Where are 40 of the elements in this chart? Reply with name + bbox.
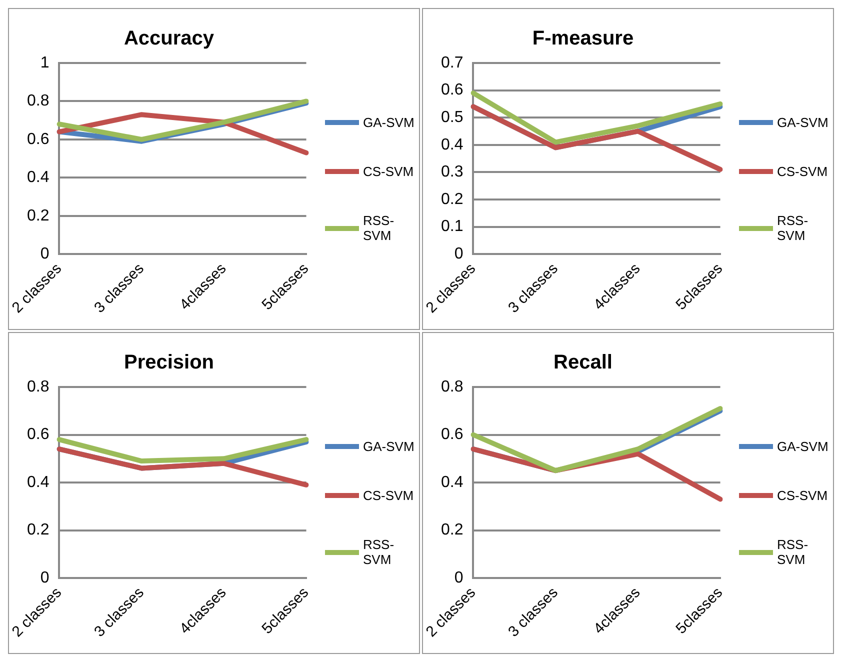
y-tick-label: 0.6 <box>440 426 464 444</box>
y-tick-label: 0.2 <box>26 522 50 539</box>
y-tick-label: 0 <box>40 569 50 586</box>
y-tick-label: 0.4 <box>440 136 464 154</box>
legend-label: RSS-SVM <box>363 213 396 243</box>
y-tick-label: 0.1 <box>440 218 464 236</box>
y-tick-label: 0.7 <box>440 54 464 72</box>
y-tick-label: 1 <box>40 54 50 72</box>
legend-label: GA-SVM <box>777 115 829 130</box>
y-tick-label: 0.8 <box>26 378 50 396</box>
chart-title: Recall <box>554 352 612 374</box>
legend-label: CS-SVM <box>777 488 829 503</box>
y-tick-label: 0.8 <box>440 378 464 396</box>
chart-title: F-measure <box>532 28 634 50</box>
y-tick-label: 0.3 <box>440 164 464 181</box>
legend-label: GA-SVM <box>777 439 829 454</box>
legend-label: CS-SVM <box>363 164 415 179</box>
y-tick-label: 0.2 <box>440 522 464 539</box>
y-tick-label: 0 <box>454 569 464 586</box>
legend-label: RSS-SVM <box>777 537 810 567</box>
y-tick-label: 0.6 <box>26 426 50 444</box>
y-tick-label: 0.2 <box>440 190 464 208</box>
y-tick-label: 0.2 <box>26 207 50 224</box>
legend-label: GA-SVM <box>363 439 415 454</box>
y-tick-label: 0.5 <box>440 108 464 126</box>
y-tick-label: 0.6 <box>26 130 50 148</box>
y-tick-label: 0 <box>454 245 464 262</box>
legend-label: RSS-SVM <box>777 213 810 243</box>
y-tick-label: 0.6 <box>440 82 464 99</box>
y-tick-label: 0.8 <box>26 92 50 110</box>
y-tick-label: 0.4 <box>26 169 50 186</box>
y-tick-label: 0.4 <box>440 474 464 491</box>
legend-label: CS-SVM <box>777 164 829 179</box>
legend-label: CS-SVM <box>363 488 415 503</box>
legend-label: GA-SVM <box>363 115 415 130</box>
y-tick-label: 0 <box>40 245 50 262</box>
chart-title: Precision <box>124 352 214 374</box>
y-tick-label: 0.4 <box>26 474 50 491</box>
chart-title: Accuracy <box>124 28 215 50</box>
legend-label: RSS-SVM <box>363 537 396 567</box>
